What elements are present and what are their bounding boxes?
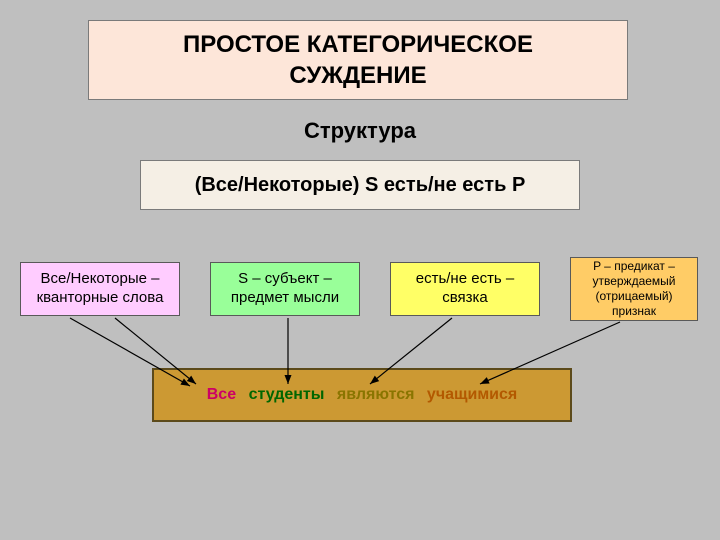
title-panel: ПРОСТОЕ КАТЕГОРИЧЕСКОЕ СУЖДЕНИЕ	[88, 20, 628, 100]
b2-l2: предмет мысли	[231, 289, 339, 306]
title-line1: ПРОСТОЕ КАТЕГОРИЧЕСКОЕ	[183, 31, 533, 58]
example-sentence: Все студенты являются учащимися	[152, 368, 572, 422]
example-quantifier: Все	[207, 386, 236, 403]
b4-l2: утверждаемый	[592, 274, 675, 288]
b3-l2: связка	[442, 289, 488, 306]
example-predicate: учащимися	[427, 386, 517, 403]
component-subject: S – субъект – предмет мысли	[210, 262, 360, 316]
title-line2: СУЖДЕНИЕ	[289, 62, 426, 89]
b4-l1: P – предикат –	[593, 259, 675, 273]
b1-l2: кванторные слова	[37, 289, 164, 306]
b4-l3: (отрицаемый)	[595, 289, 672, 303]
b3-l1: есть/не есть –	[416, 270, 515, 287]
component-quantifier: Все/Некоторые – кванторные слова	[20, 262, 180, 316]
subtitle: Структура	[295, 118, 425, 144]
example-copula: являются	[337, 386, 415, 403]
b4-l4: признак	[612, 304, 656, 318]
component-copula: есть/не есть – связка	[390, 262, 540, 316]
example-subject: студенты	[249, 386, 325, 403]
b2-l1: S – субъект –	[238, 270, 332, 287]
formula-text: (Все/Некоторые) S есть/не есть P	[195, 174, 526, 197]
b1-l1: Все/Некоторые –	[41, 270, 160, 287]
component-predicate: P – предикат – утверждаемый (отрицаемый)…	[570, 257, 698, 321]
formula-box: (Все/Некоторые) S есть/не есть P	[140, 160, 580, 210]
